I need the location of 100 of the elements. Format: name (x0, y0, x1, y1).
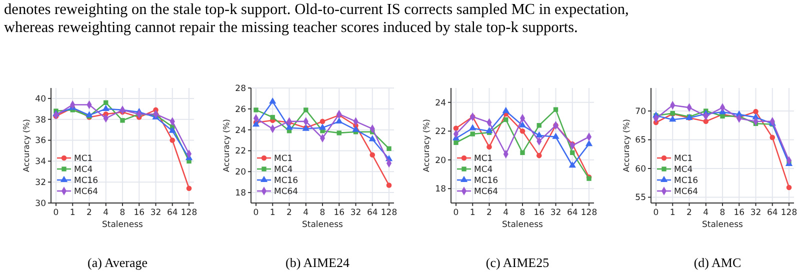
x-tick-label: 16 (734, 208, 745, 218)
legend-label: MC4 (274, 164, 293, 175)
point (269, 97, 276, 104)
x-tick-label: 2 (486, 208, 492, 218)
point (536, 123, 542, 128)
x-tick-label: 16 (334, 208, 345, 218)
point (570, 150, 575, 156)
y-tick-label: 38 (35, 115, 46, 126)
y-tick-label: 20 (235, 168, 246, 178)
legend-label: MC1 (474, 154, 493, 164)
x-tick-label: 1 (470, 208, 476, 218)
x-tick-label: 128 (780, 208, 798, 218)
y-tick-label: 18 (435, 184, 446, 195)
y-tick-label: 24 (435, 98, 446, 108)
point (336, 117, 343, 124)
point (669, 116, 676, 122)
point (318, 124, 326, 130)
x-tick-label: 0 (453, 208, 459, 218)
point (486, 144, 492, 150)
y-tick-label: 22 (235, 146, 246, 157)
y-axis-title: Accuracy (%) (222, 119, 231, 172)
text: (c) AIME25 (486, 255, 550, 270)
x-tick-label: 128 (580, 208, 598, 218)
legend-label: MC16 (274, 176, 298, 186)
point (336, 130, 342, 136)
x-axis-title: Staleness (102, 220, 144, 230)
point (120, 118, 125, 123)
legend-label: MC4 (674, 164, 693, 175)
x-tick-label: 16 (534, 208, 545, 218)
point (352, 126, 360, 132)
y-tick-label: 40 (35, 94, 46, 104)
point (568, 162, 576, 168)
x-tick-label: 2 (86, 208, 92, 218)
point (386, 182, 392, 188)
x-tick-label: 32 (350, 208, 362, 218)
x-tick-label: 128 (180, 208, 198, 218)
point (786, 184, 792, 190)
x-tick-label: 8 (120, 208, 126, 218)
x-tick-label: 64 (566, 208, 578, 218)
point (553, 107, 558, 112)
point (520, 128, 526, 134)
legend-label: MC16 (474, 176, 498, 186)
y-tick-label: 34 (35, 157, 46, 168)
y-tick-label: 28 (235, 84, 246, 94)
x-tick-label: 32 (150, 208, 162, 218)
x-axis-title: Staleness (702, 220, 744, 230)
x-tick-label: 4 (303, 208, 309, 218)
point (520, 150, 525, 156)
point (770, 134, 776, 140)
legend-label: MC4 (474, 164, 493, 175)
point (104, 100, 108, 105)
y-tick-label: 26 (235, 104, 246, 115)
legend-label: MC16 (74, 176, 98, 186)
point (270, 114, 275, 120)
point (254, 108, 258, 112)
x-axis-title: Staleness (502, 220, 544, 230)
x-tick-label: 8 (320, 208, 326, 218)
point (370, 152, 376, 158)
x-tick-label: 8 (720, 208, 726, 218)
x-axis-title: Staleness (302, 220, 344, 230)
point (168, 126, 176, 133)
legend-label: MC64 (674, 186, 698, 197)
y-tick-label: 36 (35, 136, 46, 146)
x-tick-label: 128 (380, 208, 398, 218)
point (304, 108, 308, 112)
y-tick-label: 22 (435, 127, 446, 138)
y-tick-label: 32 (35, 178, 46, 188)
point (386, 146, 392, 151)
x-tick-label: 64 (366, 208, 378, 218)
point (454, 140, 458, 145)
x-tick-label: 64 (766, 208, 778, 218)
x-tick-label: 2 (686, 208, 692, 218)
x-tick-label: 8 (520, 208, 526, 218)
legend-label: MC64 (74, 186, 98, 197)
point (504, 117, 508, 122)
point (585, 140, 593, 146)
x-tick-label: 32 (550, 208, 562, 218)
x-tick-label: 4 (703, 208, 709, 218)
point (286, 124, 293, 130)
legend-label: MC64 (474, 186, 498, 197)
legend-label: MC1 (274, 154, 293, 164)
point (470, 132, 475, 136)
x-tick-label: 4 (503, 208, 509, 218)
y-tick-label: 30 (35, 198, 46, 209)
x-tick-label: 64 (166, 208, 178, 218)
text: (b) AIME24 (286, 255, 350, 270)
point (552, 132, 560, 139)
x-tick-label: 0 (253, 208, 259, 218)
x-tick-label: 0 (53, 208, 59, 218)
x-tick-label: 1 (70, 208, 76, 218)
point (453, 126, 459, 131)
point (469, 124, 476, 130)
x-tick-label: 4 (103, 208, 109, 218)
y-tick-label: 70 (635, 106, 646, 117)
point (170, 138, 176, 143)
legend-label: MC4 (74, 164, 93, 175)
text: denotes reweighting on the stale top-k support. Old-to-current IS corrects sampled MC in expectation, (4, 1, 629, 18)
point (320, 118, 326, 124)
y-tick-label: 18 (235, 188, 246, 199)
point (536, 131, 543, 138)
